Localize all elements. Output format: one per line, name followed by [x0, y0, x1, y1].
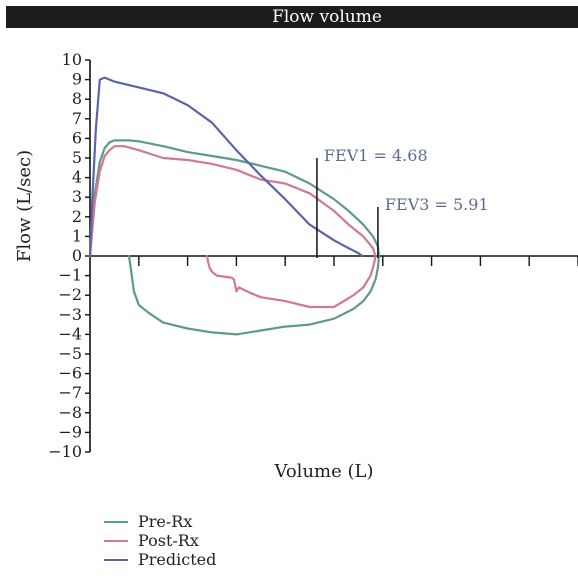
y-tick-label: −9 — [58, 422, 82, 441]
y-tick-label: −7 — [58, 383, 82, 402]
y-tick-label: −2 — [58, 285, 82, 304]
y-tick-label: 8 — [72, 89, 82, 108]
annotation-layer: FEV1 = 4.68 FEV3 = 5.91 — [316, 146, 489, 258]
y-tick-label: 9 — [72, 70, 82, 89]
y-tick-label: −1 — [58, 266, 82, 285]
y-tick-label: 2 — [72, 207, 82, 226]
series-pre-rx — [88, 139, 380, 336]
y-tick-label: −10 — [48, 442, 82, 461]
y-axis-label: Flow (L/sec) — [14, 150, 35, 262]
y-tick-label: 1 — [72, 226, 82, 245]
y-tick-label: 5 — [72, 148, 82, 167]
chart-title: Flow volume — [272, 7, 382, 27]
series-predicted — [88, 76, 364, 258]
series-layer — [88, 76, 380, 336]
fev-marker-label: FEV1 = 4.68 — [324, 146, 428, 165]
legend-label: Post-Rx — [138, 531, 199, 550]
legend-label: Pre-Rx — [138, 512, 192, 531]
y-tick-label: 10 — [62, 50, 82, 69]
y-tick-label: −6 — [58, 364, 82, 383]
y-tick-label: 3 — [72, 187, 82, 206]
x-axis-label: Volume (L) — [274, 461, 374, 482]
y-tick-label: 6 — [72, 128, 82, 147]
y-tick-label: 4 — [72, 168, 82, 187]
series-post-rx — [88, 145, 377, 309]
y-tick-label: −8 — [58, 403, 82, 422]
y-tick-label: −5 — [58, 344, 82, 363]
y-tick-label: 7 — [72, 109, 82, 128]
legend-label: Predicted — [138, 550, 216, 569]
chart-title-bar: Flow volume — [6, 6, 578, 28]
y-tick-label: −3 — [58, 305, 82, 324]
y-tick-label: −4 — [58, 324, 82, 343]
y-tick-label: 0 — [72, 246, 82, 265]
fev-marker-label: FEV3 = 5.91 — [385, 195, 489, 214]
